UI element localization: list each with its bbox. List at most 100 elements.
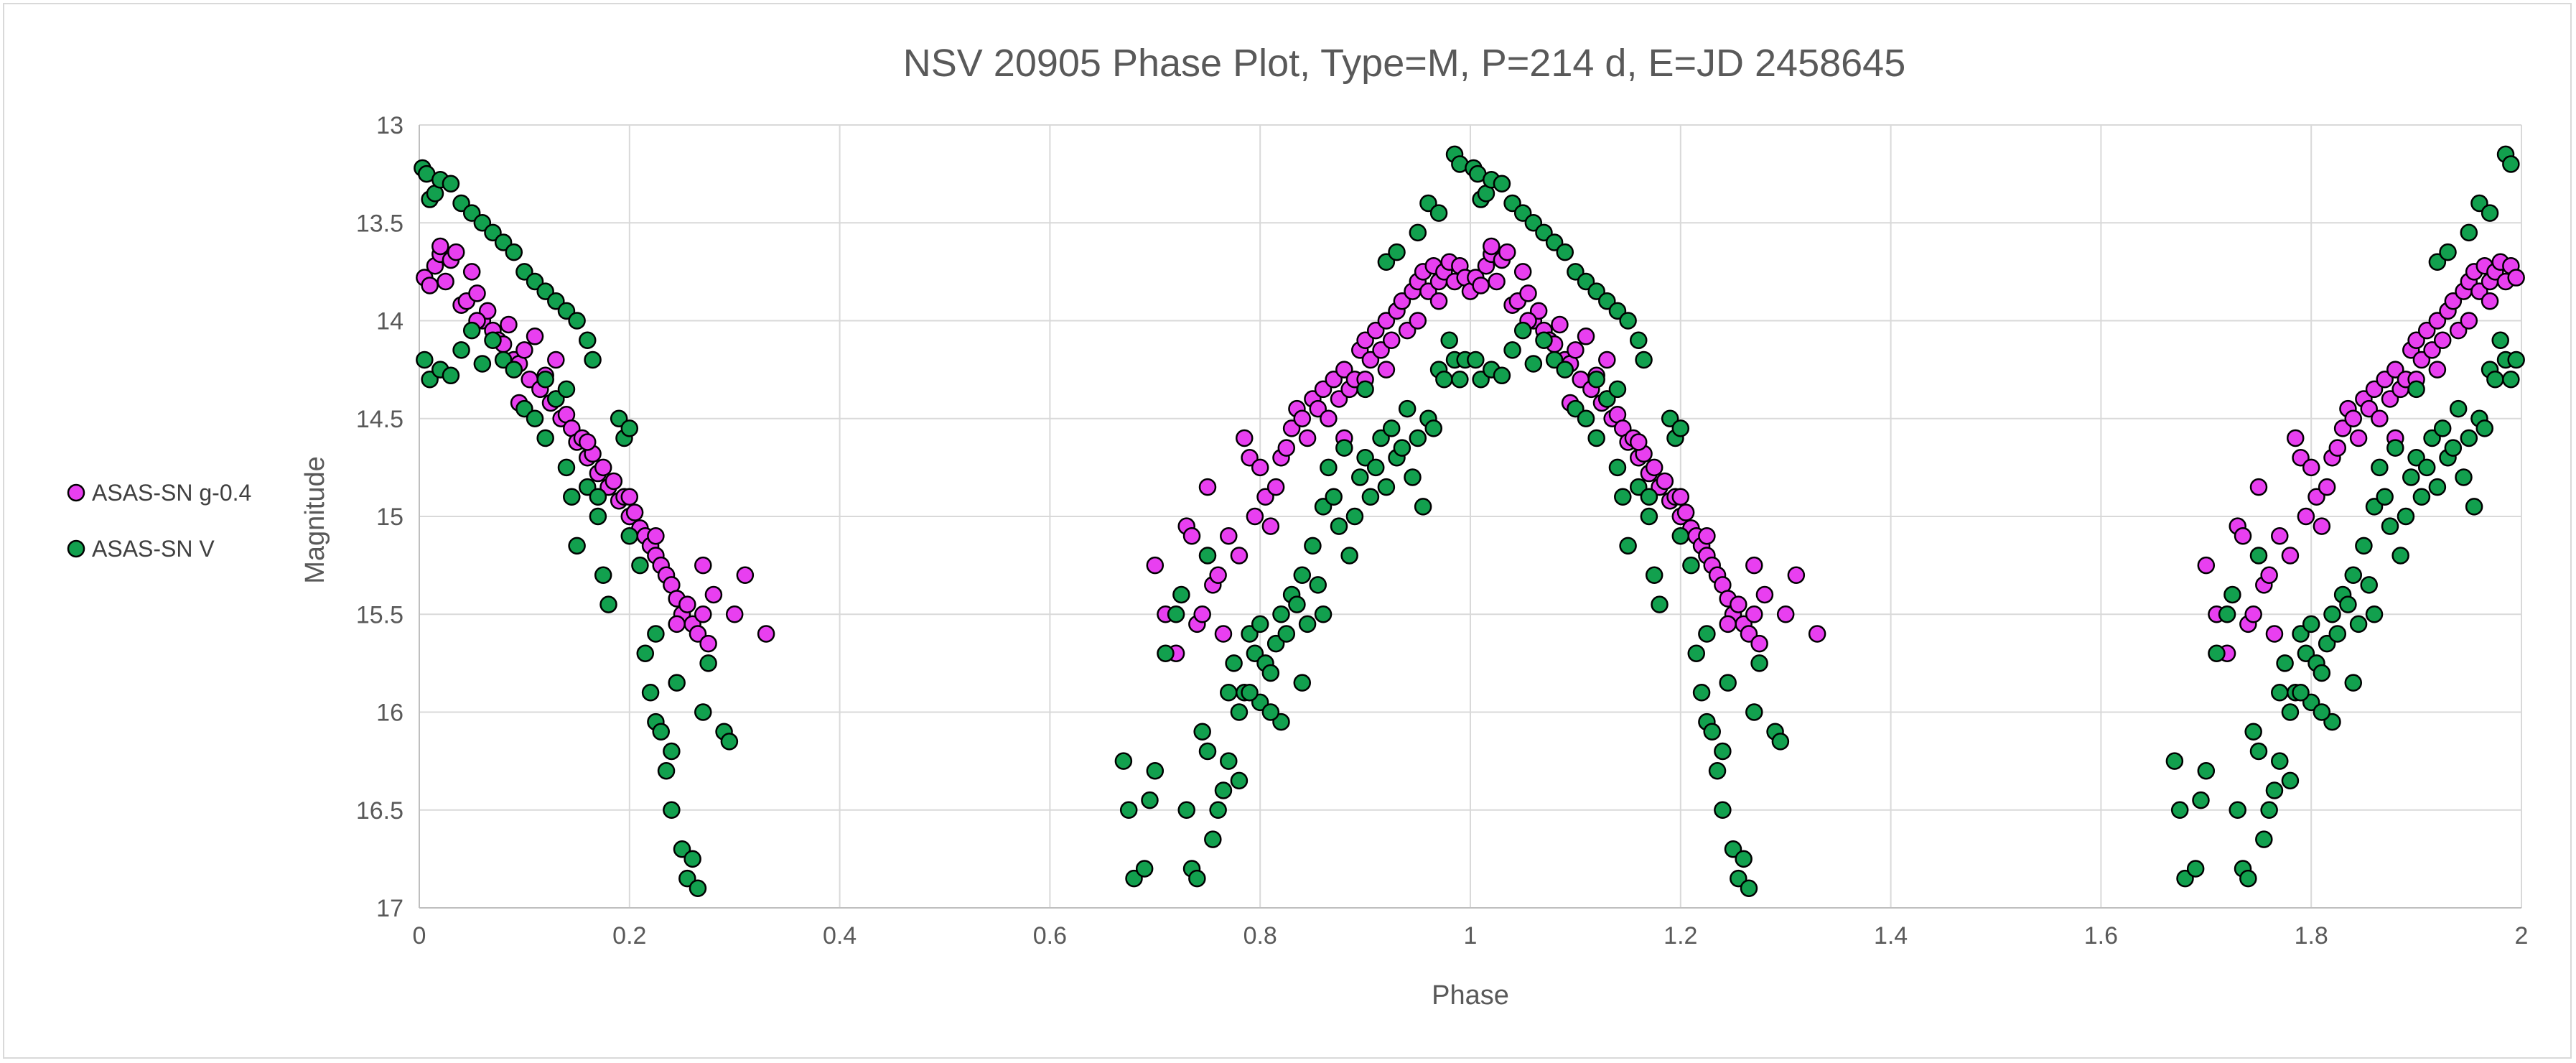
data-point [2433,331,2452,349]
data-point [694,703,712,721]
legend: ASAS-SN g-0.4 ASAS-SN V [67,480,251,562]
data-point [500,315,518,334]
data-point [2323,605,2341,623]
data-point [694,556,712,575]
data-point [1293,566,1312,584]
data-point [1735,850,1753,868]
data-point [462,263,481,281]
data-point [2502,371,2520,389]
data-point [452,341,470,359]
data-point [1277,439,1296,457]
data-point [1309,576,1327,594]
data-point [1629,331,1648,349]
data-point [1330,517,1348,535]
data-point [2349,429,2368,447]
data-point [1556,243,1574,261]
data-point [678,595,696,613]
data-point [594,566,612,584]
data-point [2281,771,2300,790]
data-point [1640,488,1658,506]
data-point [1261,517,1280,535]
data-point [657,762,676,780]
data-point [599,595,617,613]
x-tick-label: 2 [2515,922,2529,950]
data-point [1188,869,1206,888]
data-point [1146,556,1165,575]
data-point [1493,175,1511,192]
data-point [1198,478,1217,496]
data-point [2465,498,2483,516]
data-point [1750,634,1768,653]
data-point [699,634,717,653]
points-layer [414,145,2525,897]
data-point [1519,284,1537,302]
data-point [1745,605,1763,623]
data-point [1320,409,1338,427]
data-point [1293,409,1312,427]
data-point [2265,781,2284,799]
data-point [1429,204,1448,222]
data-point [2397,507,2415,526]
data-point [557,380,576,399]
data-point [442,366,460,385]
data-point [1409,223,1427,242]
data-point [568,312,586,330]
data-point [505,243,523,261]
data-point [578,433,597,451]
data-point [1288,595,1306,613]
data-point [1692,684,1711,702]
data-point [2313,664,2331,682]
data-point [2481,204,2499,222]
data-point [1172,585,1190,604]
data-point [647,625,665,643]
data-point [1635,351,1653,369]
data-point [736,566,755,584]
data-point [2460,429,2478,447]
y-tick-label: 15 [376,503,403,531]
y-tick-label: 13 [376,112,403,139]
data-point [1198,742,1217,761]
data-point [1272,605,1290,623]
data-point [1645,458,1663,477]
y-tick-label: 16.5 [356,797,403,825]
data-point [1651,595,1669,613]
data-point [2271,684,2289,702]
data-point [605,472,623,491]
data-point [1388,243,1406,261]
data-point [447,243,465,261]
data-point [1629,433,1648,451]
x-tick-label: 1.8 [2295,922,2328,950]
data-point [2444,439,2463,457]
data-point [1771,733,1790,751]
data-point [1787,566,1806,584]
data-point [1703,723,1721,741]
data-point [1619,537,1637,555]
data-point [1676,503,1695,521]
data-point [1524,355,1543,373]
data-point [1467,351,1485,369]
x-tick-label: 1.2 [1663,922,1697,950]
data-point [442,175,460,192]
x-tick-label: 0.8 [1243,922,1277,950]
data-point [1351,468,1369,486]
y-tick-label: 15.5 [356,601,403,628]
data-point [2344,566,2363,584]
x-tick-label: 0.6 [1033,922,1067,950]
data-point [1230,547,1249,565]
data-point [1214,625,1233,643]
data-point [1472,277,1490,294]
data-point [1382,419,1401,437]
data-point [1135,860,1154,878]
data-point [1719,674,1737,692]
data-point [2460,312,2478,330]
data-point [1119,801,1138,819]
data-point [2355,537,2373,555]
data-point [2192,791,2210,809]
chart-frame: 13 13.5 14 14.5 15 15.5 16 16.5 17 0 0.2 0.4 0.6 0.8 1… [3,3,2572,1059]
data-point [1241,684,1259,702]
data-point [2229,801,2246,819]
data-point [1193,605,1211,623]
data-point [1587,371,1605,389]
data-point [1277,625,1296,643]
data-point [1193,723,1211,741]
